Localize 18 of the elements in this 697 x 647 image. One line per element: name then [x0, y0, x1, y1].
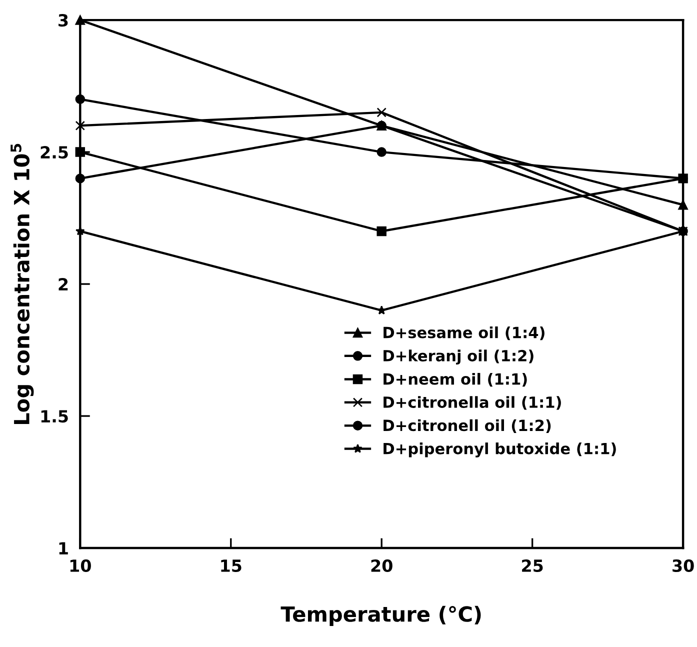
x-tick-label: 25 — [522, 559, 543, 572]
y-tick-label: 2 — [58, 278, 68, 290]
legend-label: D+sesame oil (1:4) — [384, 326, 544, 340]
x-tick-label: 15 — [221, 560, 242, 572]
legend-label: D+citronella oil (1:1) — [384, 396, 561, 410]
y-tick-label: 2.5 — [40, 146, 68, 159]
x-tick-label: 10 — [70, 559, 91, 572]
y-tick-label: 3 — [58, 14, 68, 27]
y-axis-title: Log concentration X 10$^{5}$ — [10, 144, 34, 424]
legend-label: D+citronell oil (1:2) — [384, 419, 551, 433]
legend-label: D+piperonyl butoxide (1:1) — [384, 442, 616, 458]
x-axis-title: Temperature (°C) — [280, 606, 481, 626]
y-tick-label: 1 — [59, 542, 68, 554]
legend-label: D+keranj oil (1:2) — [384, 350, 534, 365]
x-tick-label: 20 — [371, 559, 392, 572]
y-tick-label: 1.5 — [41, 410, 68, 423]
x-tick-label: 30 — [672, 559, 694, 572]
legend-label: D+neem oil (1:1) — [384, 372, 527, 387]
